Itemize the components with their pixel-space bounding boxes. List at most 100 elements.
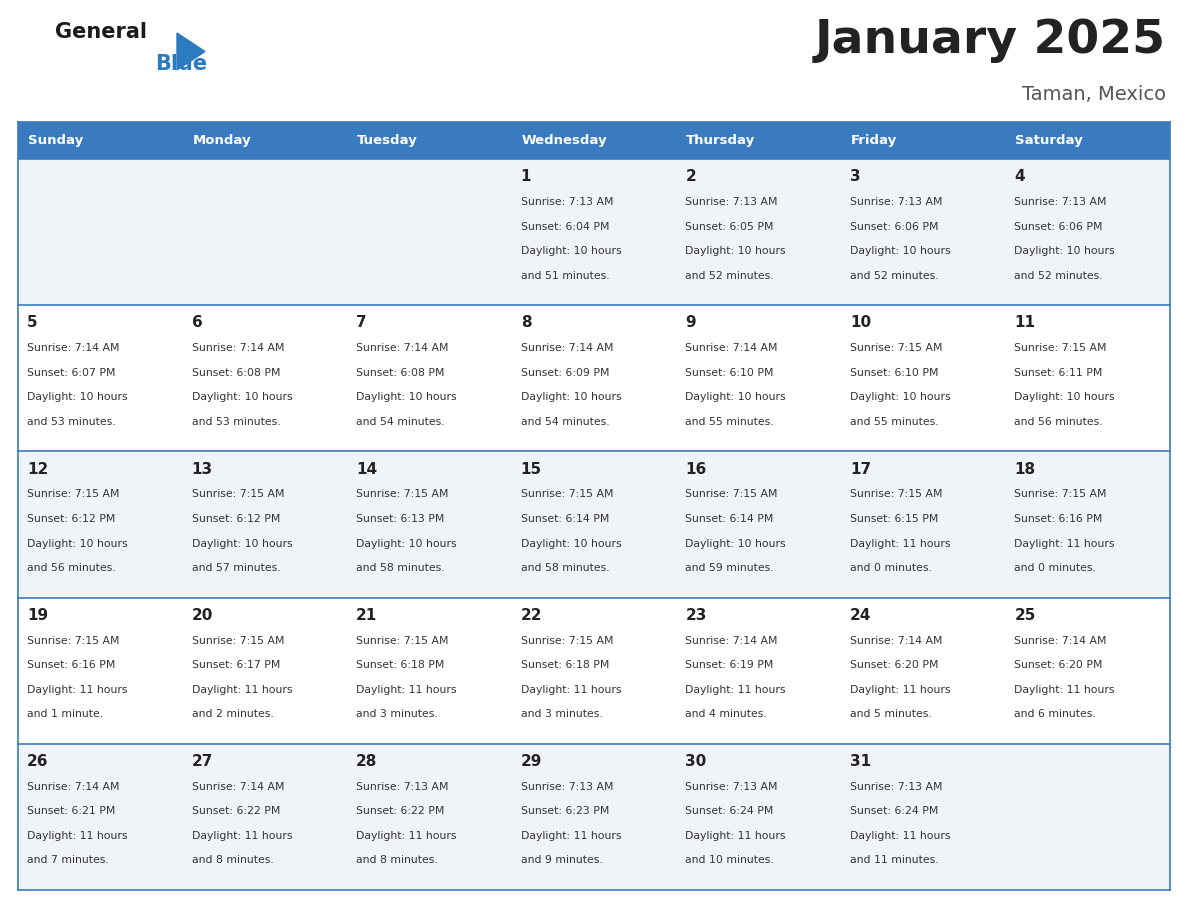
Text: Daylight: 11 hours: Daylight: 11 hours bbox=[191, 831, 292, 841]
Text: and 0 minutes.: and 0 minutes. bbox=[1015, 563, 1097, 573]
Text: Daylight: 11 hours: Daylight: 11 hours bbox=[849, 539, 950, 549]
Text: Daylight: 11 hours: Daylight: 11 hours bbox=[520, 831, 621, 841]
Text: General: General bbox=[55, 22, 147, 42]
Text: and 59 minutes.: and 59 minutes. bbox=[685, 563, 773, 573]
Text: Thursday: Thursday bbox=[687, 134, 756, 147]
Bar bbox=[183, 159, 347, 305]
Text: and 2 minutes.: and 2 minutes. bbox=[191, 710, 273, 720]
Text: Sunrise: 7:15 AM: Sunrise: 7:15 AM bbox=[849, 343, 942, 353]
Bar bbox=[841, 452, 1005, 598]
Text: 29: 29 bbox=[520, 754, 542, 769]
Text: Blue: Blue bbox=[154, 54, 207, 74]
Text: and 0 minutes.: and 0 minutes. bbox=[849, 563, 931, 573]
Bar bbox=[347, 159, 512, 305]
Text: Sunset: 6:19 PM: Sunset: 6:19 PM bbox=[685, 660, 773, 670]
Text: Daylight: 10 hours: Daylight: 10 hours bbox=[191, 392, 292, 402]
Text: and 54 minutes.: and 54 minutes. bbox=[520, 417, 609, 427]
Text: Sunrise: 7:15 AM: Sunrise: 7:15 AM bbox=[356, 489, 449, 499]
Text: Sunrise: 7:15 AM: Sunrise: 7:15 AM bbox=[685, 489, 778, 499]
Text: and 54 minutes.: and 54 minutes. bbox=[356, 417, 444, 427]
Text: Daylight: 10 hours: Daylight: 10 hours bbox=[356, 539, 457, 549]
Text: Sunrise: 7:13 AM: Sunrise: 7:13 AM bbox=[356, 782, 449, 792]
Text: Sunrise: 7:15 AM: Sunrise: 7:15 AM bbox=[520, 635, 613, 645]
Bar bbox=[1005, 122, 1170, 159]
Bar bbox=[183, 598, 347, 744]
Text: Sunrise: 7:14 AM: Sunrise: 7:14 AM bbox=[849, 635, 942, 645]
Text: Daylight: 11 hours: Daylight: 11 hours bbox=[1015, 539, 1116, 549]
Bar bbox=[347, 305, 512, 452]
Text: 17: 17 bbox=[849, 462, 871, 476]
Text: 13: 13 bbox=[191, 462, 213, 476]
Text: 7: 7 bbox=[356, 316, 367, 330]
Text: Sunset: 6:06 PM: Sunset: 6:06 PM bbox=[1015, 221, 1102, 231]
Text: and 10 minutes.: and 10 minutes. bbox=[685, 856, 775, 866]
Text: Sunrise: 7:14 AM: Sunrise: 7:14 AM bbox=[685, 343, 778, 353]
Text: Daylight: 10 hours: Daylight: 10 hours bbox=[191, 539, 292, 549]
Text: Sunrise: 7:15 AM: Sunrise: 7:15 AM bbox=[1015, 489, 1107, 499]
Text: Taman, Mexico: Taman, Mexico bbox=[1022, 85, 1165, 104]
Bar bbox=[347, 598, 512, 744]
Text: and 56 minutes.: and 56 minutes. bbox=[1015, 417, 1104, 427]
Bar bbox=[18, 305, 183, 452]
Text: Sunrise: 7:15 AM: Sunrise: 7:15 AM bbox=[27, 489, 120, 499]
Text: Saturday: Saturday bbox=[1016, 134, 1083, 147]
Text: Sunset: 6:20 PM: Sunset: 6:20 PM bbox=[1015, 660, 1102, 670]
Text: Daylight: 11 hours: Daylight: 11 hours bbox=[191, 685, 292, 695]
Text: Sunset: 6:24 PM: Sunset: 6:24 PM bbox=[685, 806, 773, 816]
Text: Sunset: 6:14 PM: Sunset: 6:14 PM bbox=[685, 514, 773, 524]
Text: Sunrise: 7:14 AM: Sunrise: 7:14 AM bbox=[191, 343, 284, 353]
Text: Daylight: 10 hours: Daylight: 10 hours bbox=[27, 392, 127, 402]
Bar bbox=[841, 305, 1005, 452]
Text: Sunset: 6:08 PM: Sunset: 6:08 PM bbox=[191, 368, 280, 378]
Bar bbox=[18, 744, 183, 890]
Bar bbox=[841, 598, 1005, 744]
Text: and 52 minutes.: and 52 minutes. bbox=[849, 271, 939, 281]
Text: Sunset: 6:22 PM: Sunset: 6:22 PM bbox=[356, 806, 444, 816]
Text: 2: 2 bbox=[685, 169, 696, 185]
Text: Daylight: 11 hours: Daylight: 11 hours bbox=[685, 831, 785, 841]
Text: Sunrise: 7:14 AM: Sunrise: 7:14 AM bbox=[191, 782, 284, 792]
Text: Sunrise: 7:14 AM: Sunrise: 7:14 AM bbox=[356, 343, 449, 353]
Bar bbox=[18, 452, 183, 598]
Bar bbox=[512, 122, 676, 159]
Bar bbox=[1005, 744, 1170, 890]
Text: Daylight: 11 hours: Daylight: 11 hours bbox=[520, 685, 621, 695]
Text: and 4 minutes.: and 4 minutes. bbox=[685, 710, 767, 720]
Text: Sunrise: 7:13 AM: Sunrise: 7:13 AM bbox=[520, 197, 613, 207]
Text: and 55 minutes.: and 55 minutes. bbox=[849, 417, 939, 427]
Text: Sunset: 6:20 PM: Sunset: 6:20 PM bbox=[849, 660, 939, 670]
Text: January 2025: January 2025 bbox=[815, 18, 1165, 63]
Text: Monday: Monday bbox=[192, 134, 251, 147]
Text: Sunset: 6:18 PM: Sunset: 6:18 PM bbox=[520, 660, 609, 670]
Text: Daylight: 11 hours: Daylight: 11 hours bbox=[27, 685, 127, 695]
Bar bbox=[183, 744, 347, 890]
Text: and 6 minutes.: and 6 minutes. bbox=[1015, 710, 1097, 720]
Text: Sunset: 6:10 PM: Sunset: 6:10 PM bbox=[685, 368, 773, 378]
Text: Sunset: 6:22 PM: Sunset: 6:22 PM bbox=[191, 806, 280, 816]
Bar bbox=[183, 122, 347, 159]
Text: Daylight: 10 hours: Daylight: 10 hours bbox=[849, 392, 950, 402]
Text: 3: 3 bbox=[849, 169, 860, 185]
Text: Sunset: 6:12 PM: Sunset: 6:12 PM bbox=[191, 514, 280, 524]
Text: 11: 11 bbox=[1015, 316, 1036, 330]
Bar bbox=[676, 305, 841, 452]
Bar bbox=[676, 744, 841, 890]
Text: and 3 minutes.: and 3 minutes. bbox=[356, 710, 438, 720]
Text: Sunrise: 7:15 AM: Sunrise: 7:15 AM bbox=[191, 489, 284, 499]
Text: and 56 minutes.: and 56 minutes. bbox=[27, 563, 115, 573]
Bar bbox=[183, 452, 347, 598]
Text: and 9 minutes.: and 9 minutes. bbox=[520, 856, 602, 866]
Text: 27: 27 bbox=[191, 754, 213, 769]
Text: 9: 9 bbox=[685, 316, 696, 330]
Text: Daylight: 10 hours: Daylight: 10 hours bbox=[685, 246, 786, 256]
Text: Daylight: 11 hours: Daylight: 11 hours bbox=[1015, 685, 1116, 695]
Bar bbox=[676, 452, 841, 598]
Text: Daylight: 10 hours: Daylight: 10 hours bbox=[520, 392, 621, 402]
Text: and 58 minutes.: and 58 minutes. bbox=[356, 563, 444, 573]
Text: 21: 21 bbox=[356, 608, 378, 622]
Bar bbox=[1005, 159, 1170, 305]
Text: Sunset: 6:23 PM: Sunset: 6:23 PM bbox=[520, 806, 609, 816]
Text: and 52 minutes.: and 52 minutes. bbox=[1015, 271, 1104, 281]
Text: Tuesday: Tuesday bbox=[358, 134, 418, 147]
Text: Wednesday: Wednesday bbox=[522, 134, 607, 147]
